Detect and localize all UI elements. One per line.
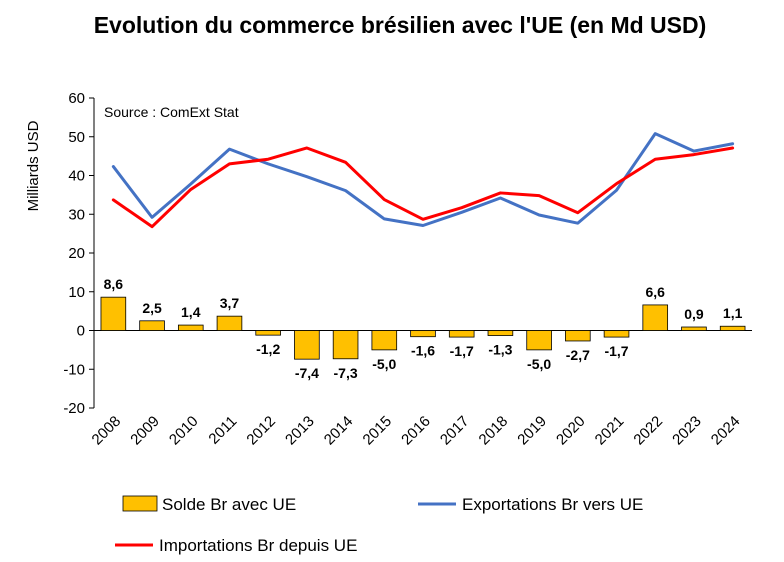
bar	[642, 304, 669, 331]
bar-data-label: 6,6	[646, 284, 666, 300]
bar	[410, 330, 436, 338]
bar	[177, 324, 204, 331]
bar-data-label: 1,1	[723, 305, 743, 321]
line-series	[111, 132, 735, 229]
bar	[681, 326, 707, 331]
bar-data-label: -1,3	[488, 342, 512, 358]
bar-series	[100, 296, 746, 360]
bar-data-label: -1,7	[604, 343, 628, 359]
legend-swatch-bar	[122, 495, 158, 512]
x-tick-label: 2009	[127, 413, 163, 449]
y-tick-label: 60	[68, 90, 85, 107]
bar	[603, 330, 630, 338]
y-tick-label: -10	[63, 361, 85, 378]
bar	[139, 320, 165, 331]
bar	[332, 330, 359, 360]
bar-data-label: -7,3	[334, 365, 358, 381]
chart-title: Evolution du commerce brésilien avec l'U…	[93, 12, 707, 38]
x-tick-label: 2012	[243, 413, 279, 449]
bar-data-label: 0,9	[684, 306, 704, 322]
bar-data-label: 1,4	[181, 304, 201, 320]
x-tick-label: 2017	[437, 413, 473, 449]
x-tick-label: 2008	[89, 413, 125, 449]
y-tick-label: 0	[77, 323, 85, 340]
x-tick-label: 2010	[166, 413, 202, 449]
y-tick-label: 20	[68, 245, 85, 262]
x-tick-label: 2016	[398, 413, 434, 449]
data-labels: 8,6 2,5 1,4 3,7 -1,2 -7,4 -7,3 -5,0 -1,6 -1,7 -1,3…	[104, 276, 743, 381]
bar	[565, 330, 591, 342]
y-tick-label: -20	[63, 400, 85, 417]
x-tick-label: 2024	[708, 413, 744, 449]
x-tick-label: 2011	[205, 413, 240, 448]
bar	[100, 296, 127, 331]
source-note: Source : ComExt Stat	[104, 104, 239, 120]
y-axis-label: Milliards USD	[25, 120, 42, 211]
x-tick-label: 2015	[360, 413, 396, 449]
imports-line	[111, 146, 735, 229]
legend-label-imports: Importations Br depuis UE	[159, 536, 357, 555]
bar-data-label: -1,2	[256, 341, 280, 357]
x-tick-label: 2021	[592, 413, 628, 449]
bar-data-label: -5,0	[372, 356, 396, 372]
y-tick-label: 10	[68, 284, 85, 301]
bar	[294, 330, 320, 360]
bar	[371, 330, 398, 351]
x-tick-label: 2013	[282, 413, 318, 449]
bar	[216, 315, 243, 331]
bar	[448, 330, 475, 338]
bar-data-label: -1,6	[411, 343, 435, 359]
x-tick-label: 2018	[476, 413, 512, 449]
y-tick-label: 30	[68, 206, 85, 223]
bar	[719, 325, 746, 331]
bar-data-label: -2,7	[566, 347, 590, 363]
bar-data-label: -1,7	[450, 343, 474, 359]
legend: Solde Br avec UE Exportations Br vers UE I…	[115, 495, 643, 555]
bar-data-label: 3,7	[220, 295, 240, 311]
y-tick-label: 40	[68, 168, 85, 185]
bar-data-label: 8,6	[104, 276, 124, 292]
bar-data-label: 2,5	[142, 300, 162, 316]
bar	[487, 330, 514, 336]
bar-data-label: -7,4	[295, 365, 319, 381]
x-tick-label: 2020	[553, 413, 589, 449]
y-tick-label: 50	[68, 129, 85, 146]
x-tick-label: 2023	[669, 413, 705, 449]
x-tick-label: 2019	[514, 413, 550, 449]
legend-label-solde: Solde Br avec UE	[162, 495, 296, 514]
x-tick-label: 2014	[321, 413, 357, 449]
legend-label-exports: Exportations Br vers UE	[462, 495, 643, 514]
x-tick-label: 2022	[630, 413, 666, 449]
bar-data-label: -5,0	[527, 356, 551, 372]
exports-line	[111, 132, 735, 227]
bar	[526, 330, 552, 351]
bar	[255, 330, 281, 336]
